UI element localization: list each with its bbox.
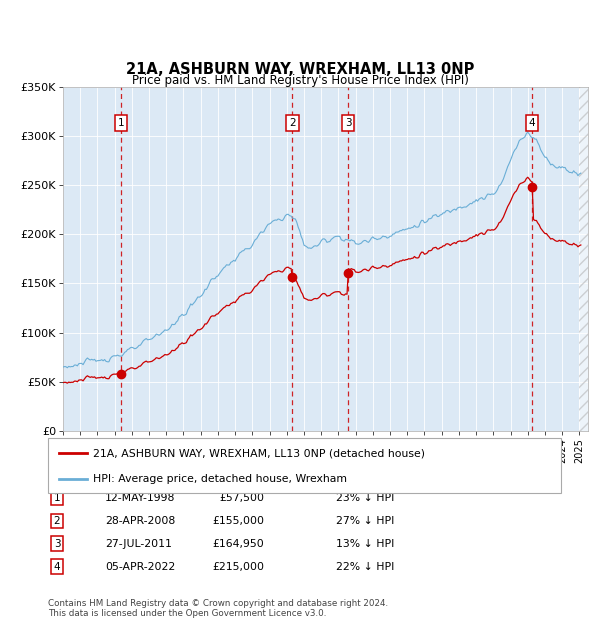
Text: 27% ↓ HPI: 27% ↓ HPI <box>336 516 394 526</box>
Text: 3: 3 <box>345 118 352 128</box>
Text: 3: 3 <box>53 539 61 549</box>
Text: HPI: Average price, detached house, Wrexham: HPI: Average price, detached house, Wrex… <box>93 474 347 484</box>
Text: 23% ↓ HPI: 23% ↓ HPI <box>336 493 394 503</box>
Text: £215,000: £215,000 <box>212 562 264 572</box>
Text: 28-APR-2008: 28-APR-2008 <box>105 516 175 526</box>
Text: 1: 1 <box>53 493 61 503</box>
Text: £164,950: £164,950 <box>212 539 264 549</box>
Text: 4: 4 <box>529 118 536 128</box>
Text: 1: 1 <box>118 118 124 128</box>
Text: 27-JUL-2011: 27-JUL-2011 <box>105 539 172 549</box>
Text: 2: 2 <box>289 118 296 128</box>
Text: 21A, ASHBURN WAY, WREXHAM, LL13 0NP: 21A, ASHBURN WAY, WREXHAM, LL13 0NP <box>126 62 474 77</box>
Text: £57,500: £57,500 <box>219 493 264 503</box>
Text: 21A, ASHBURN WAY, WREXHAM, LL13 0NP (detached house): 21A, ASHBURN WAY, WREXHAM, LL13 0NP (det… <box>93 448 425 458</box>
Text: 12-MAY-1998: 12-MAY-1998 <box>105 493 175 503</box>
Text: 22% ↓ HPI: 22% ↓ HPI <box>336 562 394 572</box>
Text: Contains HM Land Registry data © Crown copyright and database right 2024.
This d: Contains HM Land Registry data © Crown c… <box>48 599 388 618</box>
Bar <box>580 87 588 431</box>
Text: 13% ↓ HPI: 13% ↓ HPI <box>336 539 394 549</box>
Text: 05-APR-2022: 05-APR-2022 <box>105 562 175 572</box>
Text: 2: 2 <box>53 516 61 526</box>
Text: Price paid vs. HM Land Registry's House Price Index (HPI): Price paid vs. HM Land Registry's House … <box>131 74 469 87</box>
Text: 4: 4 <box>53 562 61 572</box>
Text: £155,000: £155,000 <box>212 516 264 526</box>
